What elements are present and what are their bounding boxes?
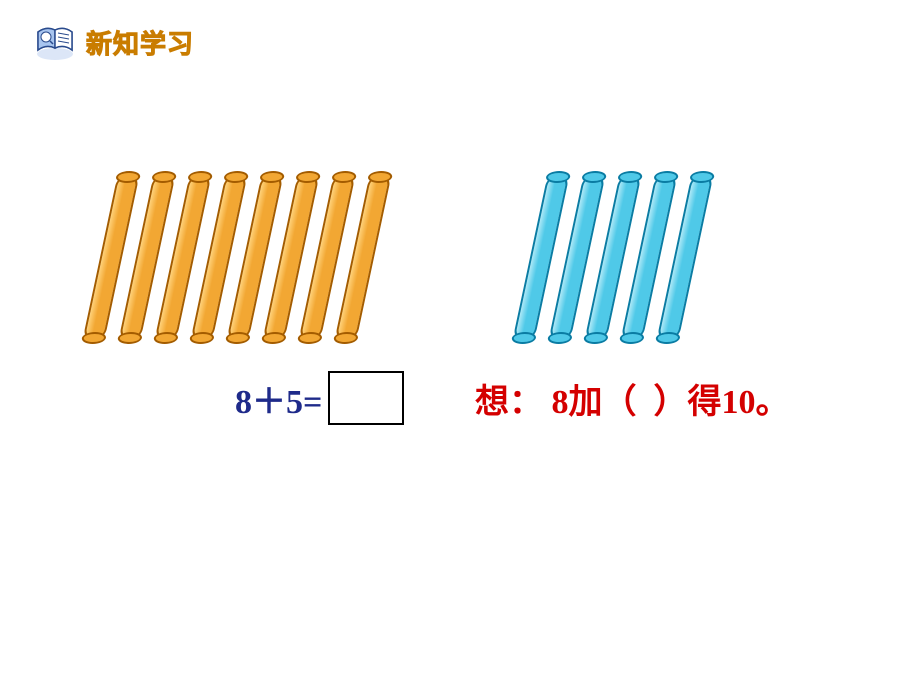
hint-segment: 想：	[475, 384, 543, 421]
hint-segment: 8加（ ）得10。	[543, 384, 790, 421]
equation-text: 8＋5=	[235, 374, 322, 423]
hint-text: 想： 8加（ ）得10。	[475, 374, 790, 423]
header: 新知学习	[32, 22, 194, 62]
answer-box[interactable]	[328, 371, 404, 425]
rod-group-left	[100, 175, 388, 340]
equation: 8＋5=	[235, 371, 404, 425]
rods-area	[0, 175, 920, 375]
header-title: 新知学习	[86, 24, 194, 61]
rod-group-right	[530, 175, 710, 340]
book-icon	[32, 22, 78, 62]
